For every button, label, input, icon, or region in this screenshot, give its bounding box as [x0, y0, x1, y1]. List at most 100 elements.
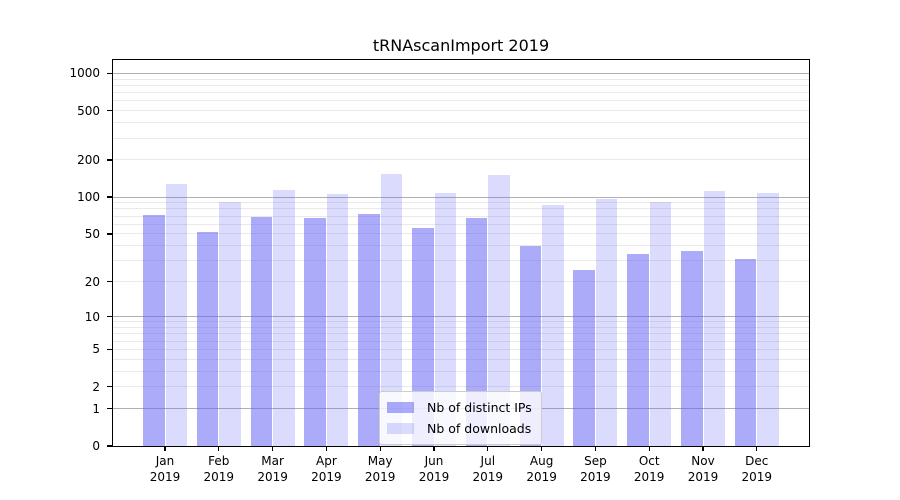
y-tick-label-100: 100: [77, 190, 100, 205]
y-tick-label-2: 2: [92, 379, 100, 394]
x-tick-jan: [164, 446, 166, 451]
y-tick-500: [107, 110, 112, 112]
x-tick-apr: [325, 446, 327, 451]
gridline-minor: [113, 122, 809, 124]
y-tick-label-1000: 1000: [69, 66, 100, 81]
legend-label-distinct-ips: Nb of distinct IPs: [427, 400, 532, 415]
bar-distinct-ips-feb: [196, 231, 219, 446]
gridline-minor: [113, 137, 809, 139]
x-tick-label-nov: Nov 2019: [687, 454, 719, 484]
gridline-minor: [113, 78, 809, 80]
x-tick-aug: [541, 446, 543, 451]
bar-downloads-dec: [757, 192, 779, 446]
y-tick-0: [107, 445, 112, 447]
bar-downloads-sep: [595, 199, 618, 446]
gridline-minor: [113, 370, 809, 372]
x-tick-label-feb: Feb 2019: [203, 454, 235, 484]
bar-downloads-oct: [649, 202, 672, 446]
legend-swatch-distinct-ips: [387, 402, 414, 413]
y-tick-label-50: 50: [84, 226, 100, 241]
x-tick-label-aug: Aug 2019: [526, 454, 557, 484]
y-tick-10: [107, 316, 112, 318]
x-tick-label-jun: Jun 2019: [418, 454, 450, 484]
y-tick-20: [107, 281, 112, 283]
gridline-major: [113, 316, 809, 318]
y-tick-100: [107, 196, 112, 198]
y-tick-1000: [107, 72, 112, 74]
x-tick-label-jan: Jan 2019: [149, 454, 181, 484]
chart-title: tRNAscanImport 2019: [372, 36, 550, 55]
bar-distinct-ips-nov: [681, 251, 703, 446]
y-tick-label-20: 20: [84, 274, 100, 289]
legend-swatch-downloads: [387, 423, 414, 434]
x-tick-label-may: May 2019: [364, 454, 396, 484]
x-tick-nov: [702, 446, 704, 451]
gridline-minor: [113, 321, 809, 323]
bar-distinct-ips-jul: [465, 218, 488, 446]
x-tick-sep: [594, 446, 596, 451]
y-tick-label-1: 1: [92, 401, 100, 416]
y-tick-50: [107, 233, 112, 235]
gridline-major: [113, 196, 809, 198]
y-tick-2: [107, 386, 112, 388]
x-tick-oct: [648, 446, 650, 451]
gridline-minor: [113, 340, 809, 342]
y-tick-label-10: 10: [84, 309, 100, 324]
x-tick-label-mar: Mar 2019: [257, 454, 288, 484]
x-tick-jul: [487, 446, 489, 451]
x-tick-label-dec: Dec 2019: [741, 454, 773, 484]
y-tick-label-5: 5: [92, 342, 100, 357]
x-tick-label-apr: Apr 2019: [311, 454, 342, 484]
gridline-minor: [113, 223, 809, 225]
gridline-minor: [113, 386, 809, 388]
gridline-minor: [113, 92, 809, 94]
bar-downloads-feb: [219, 201, 241, 446]
bar-downloads-nov: [703, 191, 725, 446]
gridline-minor: [113, 260, 809, 262]
x-tick-jun: [433, 446, 435, 451]
bar-downloads-apr: [326, 193, 349, 446]
gridline-minor: [113, 215, 809, 217]
x-tick-may: [379, 446, 381, 451]
bar-distinct-ips-oct: [627, 254, 649, 446]
bar-distinct-ips-sep: [573, 270, 595, 446]
gridline-minor: [113, 202, 809, 204]
x-tick-feb: [218, 446, 220, 451]
y-tick-200: [107, 159, 112, 161]
bar-downloads-mar: [273, 189, 295, 446]
x-tick-label-sep: Sep 2019: [580, 454, 611, 484]
gridline-minor: [113, 208, 809, 210]
x-tick-dec: [756, 446, 758, 451]
gridline-minor: [113, 84, 809, 86]
y-tick-label-200: 200: [77, 152, 100, 167]
bar-distinct-ips-dec: [734, 259, 757, 446]
x-tick-mar: [272, 446, 274, 451]
y-tick-5: [107, 348, 112, 350]
bar-downloads-aug: [542, 204, 564, 446]
gridline-minor: [113, 110, 809, 112]
bar-distinct-ips-apr: [304, 217, 326, 446]
gridline-minor: [113, 100, 809, 102]
gridline-minor: [113, 233, 809, 235]
gridline-minor: [113, 358, 809, 360]
gridline-minor: [113, 245, 809, 247]
legend: Nb of distinct IPs Nb of downloads: [379, 391, 542, 445]
legend-item-distinct-ips: Nb of distinct IPs: [387, 397, 532, 418]
bar-distinct-ips-mar: [250, 216, 273, 446]
bar-distinct-ips-jan: [143, 214, 165, 446]
gridline-minor: [113, 348, 809, 350]
y-tick-label-0: 0: [92, 439, 100, 453]
y-tick-label-500: 500: [77, 103, 100, 118]
bar-downloads-jan: [165, 184, 187, 446]
plot-area: [112, 59, 810, 447]
legend-label-downloads: Nb of downloads: [427, 421, 532, 436]
x-tick-label-oct: Oct 2019: [633, 454, 665, 484]
bar-downloads-jun: [434, 192, 456, 446]
gridline-minor: [113, 159, 809, 161]
gridline-minor: [113, 326, 809, 328]
bar-downloads-may: [380, 173, 403, 446]
bar-distinct-ips-may: [358, 213, 380, 446]
bar-downloads-jul: [488, 174, 510, 446]
gridline-minor: [113, 333, 809, 335]
